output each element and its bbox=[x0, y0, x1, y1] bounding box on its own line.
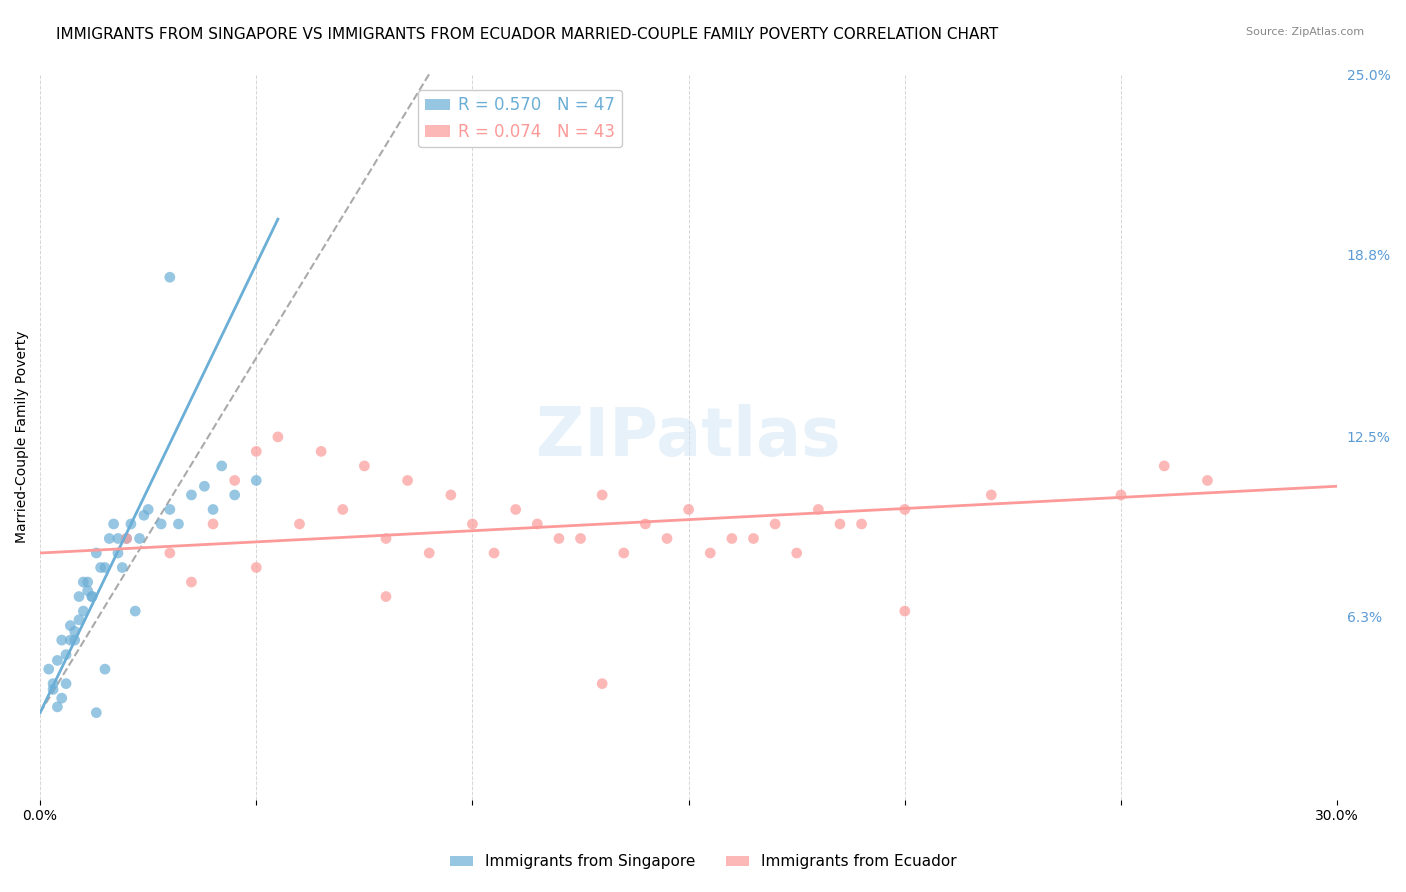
Point bbox=[396, 474, 419, 488]
Point bbox=[67, 590, 90, 604]
Point bbox=[526, 516, 548, 531]
Point bbox=[267, 430, 290, 444]
Point bbox=[591, 676, 613, 690]
Point bbox=[180, 575, 202, 590]
Point bbox=[851, 516, 873, 531]
Point bbox=[51, 691, 73, 706]
Point bbox=[375, 590, 398, 604]
Point bbox=[107, 532, 129, 546]
Point bbox=[894, 604, 917, 618]
Point bbox=[786, 546, 808, 560]
Point bbox=[245, 444, 267, 458]
Point bbox=[482, 546, 505, 560]
Point bbox=[167, 516, 190, 531]
Point bbox=[63, 633, 86, 648]
Point bbox=[288, 516, 311, 531]
Point bbox=[103, 516, 125, 531]
Point bbox=[678, 502, 700, 516]
Point bbox=[828, 516, 851, 531]
Point bbox=[353, 458, 375, 473]
Point bbox=[440, 488, 463, 502]
Point bbox=[86, 706, 108, 720]
Point bbox=[42, 682, 65, 697]
Point bbox=[124, 604, 146, 618]
Text: ZIPatlas: ZIPatlas bbox=[536, 404, 841, 470]
Point bbox=[86, 546, 108, 560]
Point bbox=[569, 532, 592, 546]
Point bbox=[245, 474, 267, 488]
Point bbox=[128, 532, 150, 546]
Point bbox=[159, 270, 181, 285]
Point bbox=[80, 590, 103, 604]
Point bbox=[224, 488, 246, 502]
Point bbox=[98, 532, 121, 546]
Point bbox=[72, 575, 94, 590]
Point bbox=[59, 633, 82, 648]
Point bbox=[90, 560, 112, 574]
Legend: Immigrants from Singapore, Immigrants from Ecuador: Immigrants from Singapore, Immigrants fr… bbox=[443, 848, 963, 875]
Point bbox=[150, 516, 173, 531]
Point bbox=[132, 508, 155, 523]
Point bbox=[548, 532, 571, 546]
Point bbox=[202, 516, 225, 531]
Point bbox=[332, 502, 354, 516]
Point bbox=[742, 532, 765, 546]
Point bbox=[245, 560, 267, 574]
Point bbox=[894, 502, 917, 516]
Text: Source: ZipAtlas.com: Source: ZipAtlas.com bbox=[1246, 27, 1364, 37]
Point bbox=[67, 613, 90, 627]
Point bbox=[1197, 474, 1219, 488]
Point bbox=[202, 502, 225, 516]
Point bbox=[94, 662, 117, 676]
Point bbox=[505, 502, 527, 516]
Point bbox=[193, 479, 215, 493]
Point bbox=[46, 653, 69, 667]
Point bbox=[38, 662, 60, 676]
Point bbox=[807, 502, 830, 516]
Point bbox=[51, 633, 73, 648]
Point bbox=[1153, 458, 1175, 473]
Point bbox=[375, 532, 398, 546]
Point bbox=[224, 474, 246, 488]
Y-axis label: Married-Couple Family Poverty: Married-Couple Family Poverty bbox=[15, 331, 30, 543]
Point bbox=[55, 648, 77, 662]
Text: IMMIGRANTS FROM SINGAPORE VS IMMIGRANTS FROM ECUADOR MARRIED-COUPLE FAMILY POVER: IMMIGRANTS FROM SINGAPORE VS IMMIGRANTS … bbox=[56, 27, 998, 42]
Point bbox=[461, 516, 484, 531]
Point bbox=[80, 590, 103, 604]
Point bbox=[72, 604, 94, 618]
Point bbox=[115, 532, 138, 546]
Point bbox=[613, 546, 636, 560]
Point bbox=[763, 516, 786, 531]
Point bbox=[180, 488, 202, 502]
Point bbox=[120, 516, 142, 531]
Point bbox=[418, 546, 440, 560]
Point bbox=[76, 575, 98, 590]
Point bbox=[211, 458, 233, 473]
Point bbox=[42, 676, 65, 690]
Point bbox=[309, 444, 332, 458]
Point bbox=[980, 488, 1002, 502]
Point bbox=[634, 516, 657, 531]
Point bbox=[63, 624, 86, 639]
Point bbox=[111, 560, 134, 574]
Point bbox=[55, 676, 77, 690]
Point bbox=[59, 618, 82, 632]
Point bbox=[699, 546, 721, 560]
Point bbox=[136, 502, 159, 516]
Legend: R = 0.570   N = 47, R = 0.074   N = 43: R = 0.570 N = 47, R = 0.074 N = 43 bbox=[418, 89, 621, 147]
Point bbox=[655, 532, 678, 546]
Point bbox=[1109, 488, 1132, 502]
Point bbox=[591, 488, 613, 502]
Point bbox=[115, 532, 138, 546]
Point bbox=[94, 560, 117, 574]
Point bbox=[159, 502, 181, 516]
Point bbox=[107, 546, 129, 560]
Point bbox=[76, 583, 98, 598]
Point bbox=[159, 546, 181, 560]
Point bbox=[721, 532, 744, 546]
Point bbox=[46, 699, 69, 714]
